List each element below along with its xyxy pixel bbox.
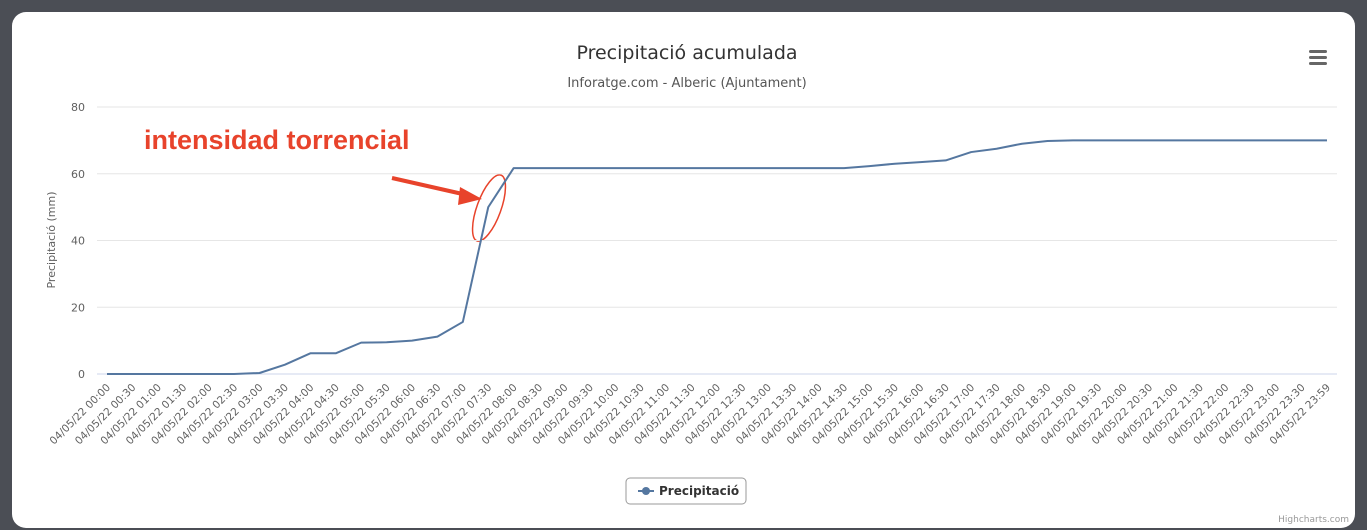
y-tick-label: 20 — [71, 301, 85, 314]
annotation-arrow — [391, 174, 507, 242]
y-tick-label: 40 — [71, 235, 85, 248]
legend-label: Precipitació — [659, 484, 739, 498]
credits[interactable]: Highcharts.com — [1278, 515, 1349, 525]
chart-subtitle: Inforatge.com - Alberic (Ajuntament) — [567, 76, 806, 91]
menu-icon[interactable] — [1309, 50, 1327, 65]
y-tick-label: 60 — [71, 168, 85, 181]
y-tick-label: 80 — [71, 101, 85, 114]
data-line — [107, 139, 1327, 375]
chart-title: Precipitació acumulada — [576, 42, 797, 64]
chart-card: Precipitació acumulada Inforatge.com - A… — [12, 12, 1355, 528]
annotation: intensidad torrencial — [144, 125, 410, 155]
chart: Precipitació acumulada Inforatge.com - A… — [45, 42, 1349, 525]
legend[interactable]: Precipitació — [625, 477, 747, 505]
legend-marker — [642, 487, 650, 495]
y-axis-title: Precipitació (mm) — [45, 191, 58, 288]
y-tick-label: 0 — [78, 368, 85, 381]
